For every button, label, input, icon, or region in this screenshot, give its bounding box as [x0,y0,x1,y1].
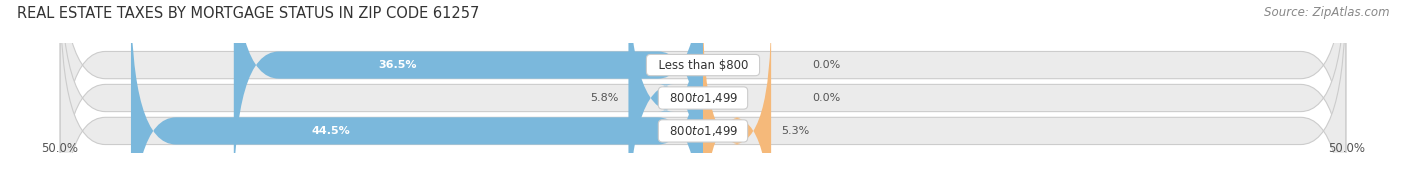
Text: Less than $800: Less than $800 [651,59,755,72]
Text: REAL ESTATE TAXES BY MORTGAGE STATUS IN ZIP CODE 61257: REAL ESTATE TAXES BY MORTGAGE STATUS IN … [17,6,479,21]
Text: 50.0%: 50.0% [41,142,77,155]
Text: 0.0%: 0.0% [813,60,841,70]
Text: 5.8%: 5.8% [589,93,619,103]
Text: $800 to $1,499: $800 to $1,499 [662,91,744,105]
Text: 5.3%: 5.3% [782,126,810,136]
FancyBboxPatch shape [60,0,1346,196]
Text: 36.5%: 36.5% [378,60,418,70]
Text: 50.0%: 50.0% [1329,142,1365,155]
Text: 44.5%: 44.5% [312,126,350,136]
FancyBboxPatch shape [628,0,703,196]
FancyBboxPatch shape [703,13,770,196]
Text: $800 to $1,499: $800 to $1,499 [662,124,744,138]
FancyBboxPatch shape [60,0,1346,196]
Text: Source: ZipAtlas.com: Source: ZipAtlas.com [1264,6,1389,19]
FancyBboxPatch shape [131,0,703,196]
FancyBboxPatch shape [233,0,703,196]
Text: 0.0%: 0.0% [813,93,841,103]
FancyBboxPatch shape [60,0,1346,196]
